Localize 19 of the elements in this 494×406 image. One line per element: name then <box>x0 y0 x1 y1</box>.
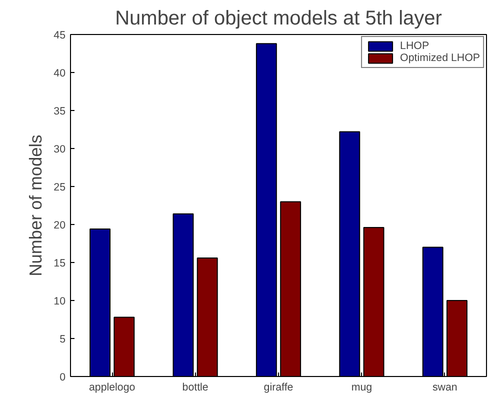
x-tick-label: mug <box>351 382 372 394</box>
x-tick-label: bottle <box>182 382 208 394</box>
y-tick-label: 15 <box>54 258 66 270</box>
legend-label: Optimized LHOP <box>400 52 480 64</box>
y-tick-label: 25 <box>54 182 66 194</box>
y-tick-label: 40 <box>54 68 66 80</box>
x-tick-label: applelogo <box>88 382 136 394</box>
legend-label: LHOP <box>400 40 430 52</box>
y-tick-label: 0 <box>60 372 66 384</box>
x-tick-label: swan <box>432 382 458 394</box>
y-tick-label: 45 <box>54 30 66 42</box>
y-tick-label: 10 <box>54 296 66 308</box>
chart-title: Number of object models at 5th layer <box>115 8 442 30</box>
y-axis-title: Number of models <box>26 134 46 276</box>
x-tick-label: giraffe <box>264 382 294 394</box>
y-tick-label: 35 <box>54 106 66 118</box>
y-tick-label: 30 <box>54 144 66 156</box>
y-tick-label: 20 <box>54 220 66 232</box>
y-tick-label: 5 <box>60 334 66 346</box>
